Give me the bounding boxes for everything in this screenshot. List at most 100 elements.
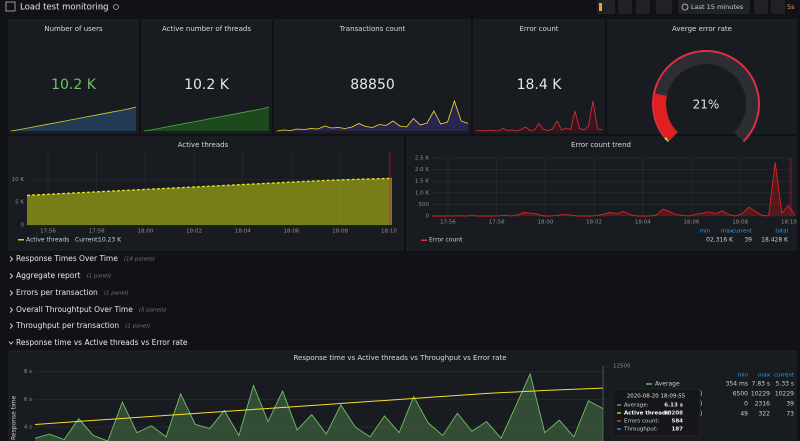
x-tick-label: 18:08 bbox=[732, 220, 748, 226]
row-chevron-icon bbox=[9, 323, 14, 329]
tooltip-label: Average: bbox=[624, 403, 649, 409]
gauge-threshold bbox=[666, 139, 670, 143]
legend-swatch bbox=[646, 383, 652, 385]
legend-cell: 73 bbox=[786, 411, 794, 418]
x-tick-label: 17:58 bbox=[89, 229, 105, 235]
share-icon[interactable] bbox=[113, 4, 119, 10]
legend-cell: 10229 bbox=[775, 391, 794, 398]
y-tick-label: 5 K bbox=[15, 200, 24, 206]
tooltip-swatch bbox=[617, 404, 621, 406]
legend-cell: 18.428 K bbox=[761, 237, 789, 244]
x-tick-label: 18:06 bbox=[684, 220, 700, 226]
row-header[interactable] bbox=[6, 303, 796, 317]
plot-area bbox=[35, 372, 604, 441]
time-range[interactable]: Last 15 minutes bbox=[691, 3, 744, 11]
y-axis-label: Response time bbox=[11, 395, 18, 440]
series-line bbox=[26, 177, 393, 196]
x-tick-label: 18:10 bbox=[781, 220, 797, 226]
legend-cell: 7.83 s bbox=[752, 381, 770, 388]
y-tick-label: 6 s bbox=[24, 397, 32, 403]
legend-name[interactable]: Active threads bbox=[26, 237, 69, 244]
y-tick-label: 10 K bbox=[12, 177, 25, 183]
y2-tick-label: 12500 bbox=[613, 364, 631, 370]
save-button[interactable] bbox=[618, 0, 632, 14]
dashboard-icon[interactable] bbox=[5, 1, 16, 12]
sparkline bbox=[276, 99, 469, 132]
x-tick-label: 18:02 bbox=[186, 229, 202, 235]
x-tick-label: 18:06 bbox=[284, 229, 300, 235]
gauge-threshold bbox=[664, 137, 668, 141]
y-tick-label: 2.5 K bbox=[415, 156, 429, 162]
time-picker[interactable] bbox=[678, 0, 750, 14]
sparkline bbox=[143, 106, 270, 132]
series-line bbox=[35, 372, 604, 441]
sparkline bbox=[10, 106, 137, 132]
x-tick-label: 18:00 bbox=[137, 229, 153, 235]
panel-title[interactable]: Response time vs Active threads vs Throu… bbox=[293, 354, 506, 362]
tooltip-value: 10208 bbox=[664, 411, 683, 417]
x-tick-label: 18:00 bbox=[537, 220, 553, 226]
row-panel-count: (5 panels) bbox=[139, 308, 167, 314]
row-panel-count: (18 panels) bbox=[124, 257, 155, 263]
row-title[interactable]: Errors per transaction bbox=[16, 288, 98, 297]
dashboard-title[interactable]: Load test monitoring bbox=[20, 3, 109, 13]
panel-title: Number of users bbox=[44, 25, 103, 33]
x-tick-label: 18:02 bbox=[586, 220, 602, 226]
graph-panel bbox=[406, 136, 797, 251]
y-tick-label: 1.5 K bbox=[415, 179, 429, 185]
legend-swatch bbox=[421, 239, 427, 241]
zoom-out-button[interactable] bbox=[754, 0, 768, 14]
stat-panel bbox=[473, 19, 605, 134]
refresh-button[interactable] bbox=[771, 0, 785, 14]
legend-cell: 5.33 s bbox=[776, 381, 794, 388]
row-panel-count: (1 panel) bbox=[125, 324, 150, 330]
tooltip-value: 584 bbox=[672, 419, 684, 425]
stat-value: 10.2 K bbox=[184, 77, 230, 93]
legend-cell: 39 bbox=[786, 401, 794, 408]
tooltip-swatch bbox=[617, 420, 621, 422]
row-header[interactable] bbox=[6, 252, 796, 266]
tooltip-value: 6.13 s bbox=[664, 403, 683, 409]
panel-title: Active number of threads bbox=[162, 25, 251, 33]
stat-value: 10.2 K bbox=[51, 77, 97, 93]
x-tick-label: 18:08 bbox=[332, 229, 348, 235]
legend-column-header: max bbox=[721, 229, 734, 235]
legend-name[interactable]: Average bbox=[655, 381, 680, 388]
panel-title: Error count bbox=[519, 25, 558, 33]
row-title[interactable]: Response Times Over Time bbox=[16, 254, 118, 263]
series-area bbox=[27, 178, 392, 225]
stat-value: 18.4 K bbox=[517, 77, 563, 93]
settings-button[interactable] bbox=[636, 0, 650, 14]
legend-cell: 2316 bbox=[755, 401, 770, 408]
row-panel-count: (1 panel) bbox=[86, 274, 111, 280]
legend-column-header: min bbox=[738, 373, 749, 379]
row-title[interactable]: Throughput per transaction bbox=[15, 321, 119, 330]
y-tick-label: 0 bbox=[426, 214, 430, 220]
y-tick-label: 2.0 K bbox=[415, 167, 429, 173]
tv-button[interactable] bbox=[656, 0, 672, 14]
x-tick-label: 17:56 bbox=[440, 220, 456, 226]
row-header[interactable] bbox=[6, 269, 796, 283]
row-header[interactable] bbox=[6, 319, 796, 333]
legend-current-label: Current: bbox=[75, 237, 100, 244]
legend-current: 10.23 K bbox=[98, 237, 122, 244]
refresh-interval[interactable]: 5s bbox=[787, 3, 795, 11]
legend-cell: 39 bbox=[744, 237, 752, 244]
legend-column-header: max bbox=[758, 373, 771, 379]
sparkline-area bbox=[476, 101, 602, 131]
panel-title: Averge error rate bbox=[672, 25, 732, 33]
row-title[interactable]: Overall Throughtput Over Time bbox=[16, 305, 133, 314]
row-title[interactable]: Response time vs Active threads vs Error… bbox=[16, 338, 188, 347]
row-chevron-icon bbox=[9, 290, 14, 296]
y-tick-label: 4 s bbox=[24, 425, 32, 431]
row-title[interactable]: Aggregate report bbox=[16, 271, 80, 280]
gauge-threshold bbox=[651, 49, 760, 143]
stat-panel bbox=[274, 19, 471, 134]
star-icon[interactable]: ☆ bbox=[98, 3, 105, 12]
legend-name[interactable]: Error count bbox=[429, 237, 463, 244]
row-header[interactable] bbox=[6, 286, 796, 300]
legend-column-header: total bbox=[775, 229, 788, 235]
row-chevron-icon bbox=[8, 341, 14, 345]
row-header[interactable] bbox=[6, 336, 796, 350]
sparkline-area bbox=[11, 107, 136, 131]
